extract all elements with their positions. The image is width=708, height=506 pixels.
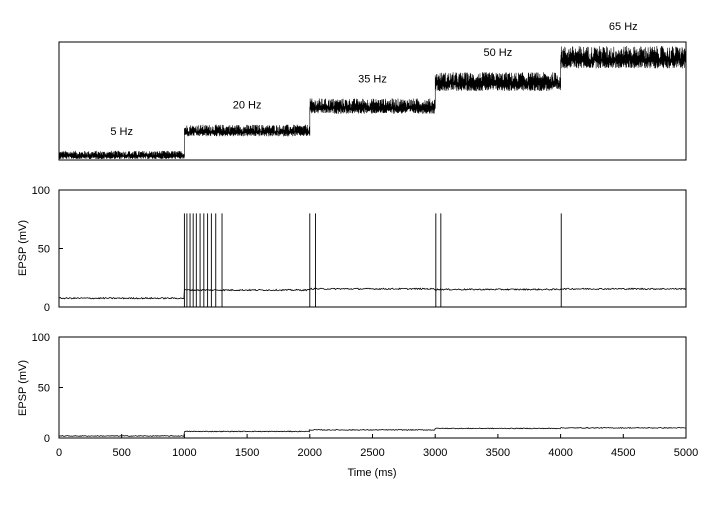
time-xtick-label: 5000 — [674, 447, 698, 459]
epsp-spiking-ytick-label: 100 — [32, 185, 50, 197]
time-xtick-label: 0 — [56, 447, 62, 459]
time-xtick-label: 4000 — [548, 447, 572, 459]
epsp-subthreshold-ytick-label: 50 — [38, 383, 50, 395]
time-xtick-label: 3500 — [486, 447, 510, 459]
epsp-subthreshold-ylabel: EPSP (mV) — [17, 360, 29, 416]
epsp-spiking-ytick-label: 50 — [38, 244, 50, 256]
rate-label: 20 Hz — [233, 100, 262, 112]
time-xtick-label: 500 — [113, 447, 131, 459]
time-xtick-label: 2500 — [360, 447, 384, 459]
epsp-subthreshold-trace — [58, 427, 686, 437]
epsp-spiking-trace — [58, 287, 686, 300]
epsp-subthreshold-ytick-label: 100 — [32, 332, 50, 344]
time-xtick-label: 1500 — [235, 447, 259, 459]
input-rate-trace — [58, 45, 687, 160]
epsp-subthreshold-ytick-label: 0 — [44, 433, 50, 445]
rate-label: 50 Hz — [484, 47, 513, 59]
epsp-subthreshold-frame — [58, 336, 687, 439]
epsp-subthreshold-panel: 0 50 100 0 500 1000 1500 2000 2500 3000 3500 4000 4… — [17, 332, 698, 479]
epsp-spiking-panel: 0 50 100 EPSP (mV) — [17, 185, 687, 314]
time-xtick-label: 4500 — [611, 447, 635, 459]
time-axis-label: Time (ms) — [347, 467, 396, 479]
time-xtick-label: 3000 — [423, 447, 447, 459]
epsp-spiking-ylabel: EPSP (mV) — [17, 220, 29, 276]
time-xtick-label: 2000 — [298, 447, 322, 459]
input-rate-panel: 5 Hz 20 Hz 35 Hz 50 Hz 65 Hz — [58, 21, 687, 161]
epsp-spiking-ytick-label: 0 — [44, 302, 50, 314]
time-xtick-label: 1000 — [172, 447, 196, 459]
input-rate-frame — [58, 41, 687, 161]
rate-label: 35 Hz — [358, 73, 387, 85]
rate-label: 65 Hz — [609, 21, 638, 33]
rate-label: 5 Hz — [110, 126, 133, 138]
